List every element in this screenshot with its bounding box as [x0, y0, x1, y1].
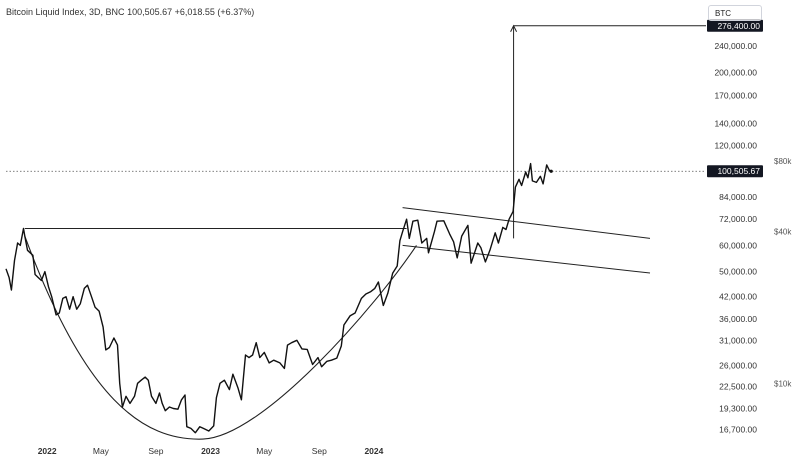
side-reference-label: $40k: [774, 228, 792, 237]
price-tag-bg: [707, 165, 763, 178]
y-tick-label: 240,000.00: [714, 41, 757, 51]
y-tick-label: 72,000.00: [719, 214, 757, 224]
y-tick-label: 19,300.00: [719, 403, 757, 413]
x-tick-label: 2022: [38, 446, 57, 456]
symbol-line: Bitcoin Liquid Index, 3D, BNC: [6, 7, 125, 17]
price-tag-label: 100,505.67: [717, 166, 760, 176]
x-tick-label: 2023: [201, 446, 220, 456]
channel-bottom-line: [402, 244, 651, 274]
y-tick-label: 16,700.00: [719, 424, 757, 434]
x-tick-label: Sep: [312, 446, 327, 456]
cup-curve: [24, 235, 417, 440]
y-tick-label: 36,000.00: [719, 314, 757, 324]
y-tick-label: 60,000.00: [719, 240, 757, 250]
y-tick-label: 170,000.00: [714, 91, 757, 101]
x-tick-label: May: [93, 446, 110, 456]
y-tick-label: 120,000.00: [714, 141, 757, 151]
y-tick-label: 200,000.00: [714, 67, 757, 77]
y-tick-label: 31,000.00: [719, 335, 757, 345]
chart-header: Bitcoin Liquid Index, 3D, BNC 100,505.67…: [6, 7, 254, 17]
price-series-line-0: [5, 162, 552, 434]
y-tick-label: 26,000.00: [719, 361, 757, 371]
target-arrowhead: [510, 24, 518, 33]
channel-top-line: [402, 207, 651, 239]
y-tick-label: 140,000.00: [714, 119, 757, 129]
y-tick-label: 50,000.00: [719, 267, 757, 277]
last-price-point: [549, 169, 553, 173]
y-tick-label: 84,000.00: [719, 192, 757, 202]
header-price: 100,505.67: [127, 7, 173, 17]
y-tick-label: 42,000.00: [719, 292, 757, 302]
symbol-badge[interactable]: BTC: [708, 5, 762, 21]
y-tick-label: 22,500.00: [719, 381, 757, 391]
x-tick-label: May: [256, 446, 273, 456]
price-tag-bg: [707, 19, 763, 32]
side-reference-label: $80k: [774, 157, 792, 166]
side-reference-label: $10k: [774, 379, 792, 388]
price-tag-label: 276,400.00: [717, 21, 760, 31]
header-change: +6,018.55 (+6.37%): [174, 7, 255, 17]
x-tick-label: Sep: [148, 446, 163, 456]
x-tick-label: 2024: [364, 446, 383, 456]
